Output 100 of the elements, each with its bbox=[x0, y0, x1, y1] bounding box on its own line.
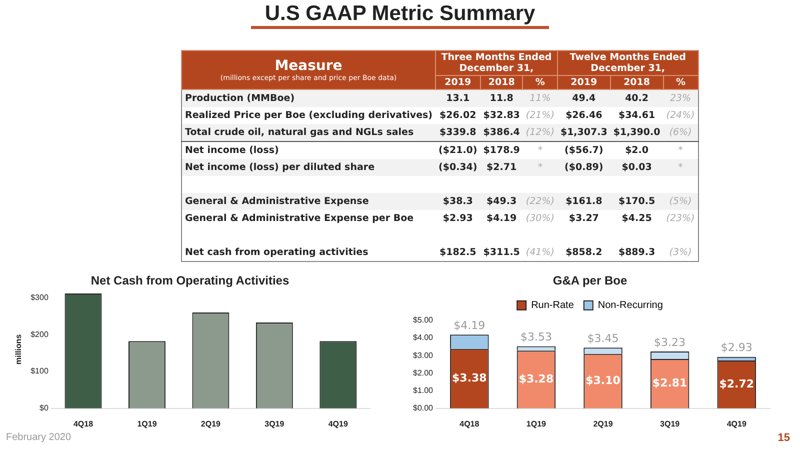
text: (21%) bbox=[526, 110, 554, 121]
x-tick-label: 4Q19 bbox=[328, 419, 348, 428]
text: 23% bbox=[670, 93, 692, 104]
text: $858.2 bbox=[566, 247, 602, 258]
x-tick-label: 3Q19 bbox=[264, 419, 285, 428]
text: 40.2 bbox=[625, 93, 649, 104]
category-label: Net cash from operating activities bbox=[185, 247, 368, 258]
text: ($56.7) bbox=[564, 145, 604, 156]
x-tick-label: 1Q19 bbox=[526, 419, 547, 428]
y-tick-label: $0 bbox=[39, 404, 49, 413]
text: $1,390.0 bbox=[613, 127, 660, 138]
category-label: 2018 bbox=[610, 76, 664, 90]
text: (12%) bbox=[526, 127, 554, 138]
text: (3%) bbox=[669, 247, 692, 258]
text: 11% bbox=[530, 93, 551, 104]
text: $2.71 bbox=[486, 162, 517, 173]
y-tick-label: $300 bbox=[30, 292, 49, 302]
chart-title: G&A per Boe bbox=[552, 274, 628, 288]
text: $889.3 bbox=[618, 247, 656, 258]
legend-label: Run-Rate bbox=[531, 300, 574, 312]
category-label: 2019 bbox=[436, 76, 480, 90]
x-tick-label: 4Q18 bbox=[73, 419, 94, 428]
text: $170.5 bbox=[618, 196, 656, 207]
total-label: $4.19 bbox=[454, 319, 486, 332]
y-tick-label: $3.00 bbox=[412, 350, 434, 360]
x-tick-label: 4Q19 bbox=[726, 419, 747, 428]
x-tick-label: 1Q19 bbox=[137, 419, 158, 428]
text: $34.61 bbox=[618, 110, 656, 121]
category-label: Total crude oil, natural gas and NGLs sales bbox=[185, 127, 414, 138]
text: February 2020 bbox=[6, 432, 72, 443]
category-label: General & Administrative Expense per Boe bbox=[185, 213, 414, 224]
text: $311.5 bbox=[483, 247, 520, 258]
total-label: $2.93 bbox=[720, 341, 752, 354]
text: ($0.34) bbox=[438, 162, 478, 173]
text: $26.46 bbox=[566, 110, 602, 121]
text: * bbox=[538, 145, 543, 156]
text: $32.83 bbox=[483, 110, 520, 121]
y-axis-title: millions bbox=[14, 334, 24, 365]
text: $2.93 bbox=[442, 213, 473, 224]
category-label: % bbox=[522, 76, 558, 90]
text: (23%) bbox=[666, 213, 695, 224]
text: $182.5 bbox=[440, 247, 476, 258]
text: $339.8 bbox=[440, 127, 476, 138]
text: $161.8 bbox=[566, 196, 602, 207]
category-label: 2018 bbox=[480, 76, 523, 90]
x-tick-label: 3Q19 bbox=[660, 419, 680, 428]
text: 15 bbox=[778, 432, 790, 444]
total-label: $3.53 bbox=[520, 330, 552, 344]
y-tick-label: $200 bbox=[30, 330, 49, 339]
text: (6%) bbox=[669, 127, 692, 138]
x-tick-label: 4Q18 bbox=[460, 419, 480, 428]
text: U.S GAAP Metric Summary bbox=[250, 2, 550, 29]
text: $3.27 bbox=[568, 213, 599, 224]
data-label: $3.28 bbox=[518, 372, 554, 386]
text: $4.19 bbox=[486, 213, 517, 224]
y-tick-label: $1.00 bbox=[412, 386, 434, 396]
text: 49.4 bbox=[572, 93, 596, 104]
text: $178.9 bbox=[483, 145, 520, 156]
text: $49.3 bbox=[486, 196, 517, 207]
y-tick-label: $2.00 bbox=[412, 368, 434, 378]
text: $2.0 bbox=[625, 145, 649, 156]
chart-title: Net Cash from Operating Activities bbox=[90, 274, 290, 288]
category-label: Net income (loss) bbox=[185, 145, 279, 156]
text: (5%) bbox=[669, 196, 692, 207]
x-tick-label: 2Q19 bbox=[200, 419, 222, 428]
y-tick-label: $0.00 bbox=[412, 404, 434, 413]
data-label: $2.72 bbox=[719, 377, 754, 390]
total-label: $3.23 bbox=[654, 336, 686, 349]
y-tick-label: $5.00 bbox=[412, 316, 434, 325]
text: $4.25 bbox=[622, 213, 652, 224]
text: Three Months Ended December 31, bbox=[436, 50, 558, 76]
text: (41%) bbox=[526, 247, 554, 258]
x-tick-label: 2Q19 bbox=[593, 419, 614, 428]
text: 11.8 bbox=[490, 93, 514, 104]
text: * bbox=[678, 162, 683, 173]
text: ($21.0) bbox=[438, 145, 478, 156]
category-label: Production (MMBoe) bbox=[185, 93, 295, 104]
text: $26.02 bbox=[440, 110, 476, 121]
category-label: General & Administrative Expense bbox=[185, 196, 369, 207]
data-label: $3.38 bbox=[452, 372, 487, 385]
data-label: $3.10 bbox=[586, 374, 621, 387]
text: $38.3 bbox=[442, 196, 473, 207]
data-label: $2.81 bbox=[652, 376, 688, 390]
category-label: Net income (loss) per diluted share bbox=[185, 162, 375, 173]
category-label: Realized Price per Boe (excluding derivatives) bbox=[185, 110, 433, 121]
legend-label: Non-Recurring bbox=[598, 300, 663, 312]
text: Twelve Months Ended December 31, bbox=[557, 50, 698, 76]
text: $0.03 bbox=[622, 162, 652, 173]
text: (30%) bbox=[526, 213, 554, 224]
text: 13.1 bbox=[446, 93, 470, 104]
total-label: $3.45 bbox=[587, 332, 619, 346]
text: (22%) bbox=[526, 196, 554, 207]
category-label: % bbox=[663, 76, 698, 90]
y-tick-label: $4.00 bbox=[412, 333, 434, 342]
text: $1,307.3 bbox=[560, 127, 608, 138]
category-label: 2019 bbox=[557, 76, 610, 90]
text: $386.4 bbox=[483, 127, 520, 138]
text: * bbox=[678, 145, 683, 156]
text: Measure bbox=[274, 58, 344, 74]
text: (24%) bbox=[666, 110, 695, 121]
